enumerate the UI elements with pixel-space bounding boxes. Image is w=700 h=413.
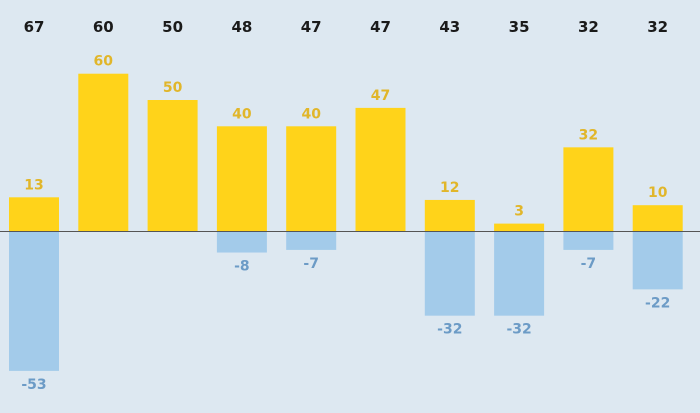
- value-label-positive-6: 12: [440, 180, 459, 196]
- value-label-positive-5: 47: [371, 88, 390, 104]
- top-total-label-3: 48: [231, 18, 252, 36]
- bar-positive-4: [286, 126, 337, 232]
- value-label-negative-4: -7: [303, 256, 319, 272]
- top-total-label-6: 43: [439, 18, 460, 36]
- bar-positive-5: [355, 107, 406, 232]
- bar-positive-3: [216, 126, 267, 232]
- bar-positive-1: [78, 73, 129, 232]
- value-label-positive-2: 50: [163, 80, 183, 96]
- top-total-label-0: 67: [24, 18, 45, 36]
- bar-positive-6: [424, 199, 475, 232]
- value-label-positive-9: 10: [648, 185, 668, 201]
- value-label-negative-9: -22: [645, 295, 670, 311]
- bar-negative-9: [632, 231, 683, 290]
- bar-negative-8: [563, 231, 614, 250]
- bar-negative-4: [286, 231, 337, 250]
- top-total-label-7: 35: [509, 18, 530, 36]
- bar-positive-9: [632, 205, 683, 232]
- value-label-positive-1: 60: [94, 54, 114, 70]
- value-label-positive-7: 3: [514, 204, 524, 220]
- bar-negative-6: [424, 231, 475, 316]
- value-label-negative-8: -7: [581, 256, 597, 272]
- top-total-label-8: 32: [578, 18, 599, 36]
- value-label-positive-3: 40: [232, 106, 252, 122]
- bar-negative-7: [494, 231, 545, 316]
- bar-positive-8: [563, 147, 614, 232]
- top-total-label-1: 60: [93, 18, 114, 36]
- top-total-label-5: 47: [370, 18, 391, 36]
- bar-negative-3: [216, 231, 267, 253]
- value-label-negative-0: -53: [21, 377, 46, 393]
- top-total-label-2: 50: [162, 18, 183, 36]
- value-label-positive-8: 32: [579, 127, 598, 143]
- value-label-negative-3: -8: [234, 259, 250, 275]
- top-total-label-4: 47: [301, 18, 322, 36]
- bar-negative-0: [9, 231, 59, 371]
- bar-positive-7: [494, 223, 545, 232]
- value-label-negative-6: -32: [437, 322, 462, 338]
- top-total-label-9: 32: [647, 18, 668, 36]
- value-label-negative-7: -32: [506, 322, 531, 338]
- value-label-positive-4: 40: [301, 106, 321, 122]
- value-label-positive-0: 13: [24, 177, 43, 193]
- bar-positive-2: [147, 100, 198, 232]
- bar-positive-0: [9, 197, 59, 232]
